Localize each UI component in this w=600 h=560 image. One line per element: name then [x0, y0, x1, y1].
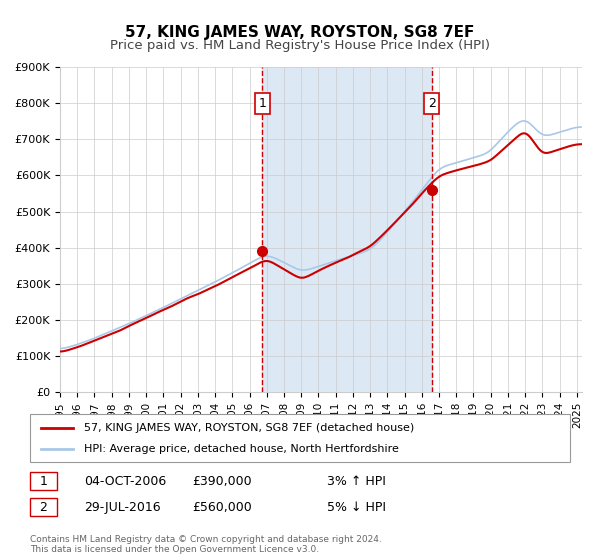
Text: 1: 1 [259, 97, 266, 110]
Text: 57, KING JAMES WAY, ROYSTON, SG8 7EF: 57, KING JAMES WAY, ROYSTON, SG8 7EF [125, 25, 475, 40]
FancyBboxPatch shape [30, 498, 57, 516]
Text: Contains HM Land Registry data © Crown copyright and database right 2024.
This d: Contains HM Land Registry data © Crown c… [30, 535, 382, 554]
FancyBboxPatch shape [30, 414, 570, 462]
Bar [262, 67, 432, 392]
Text: £560,000: £560,000 [192, 501, 252, 514]
Text: 2: 2 [428, 97, 436, 110]
Text: 29-JUL-2016: 29-JUL-2016 [84, 501, 161, 514]
Text: 5% ↓ HPI: 5% ↓ HPI [327, 501, 386, 514]
Text: Price paid vs. HM Land Registry's House Price Index (HPI): Price paid vs. HM Land Registry's House … [110, 39, 490, 52]
Text: 3% ↑ HPI: 3% ↑ HPI [327, 475, 386, 488]
Text: £390,000: £390,000 [192, 475, 251, 488]
Text: 2: 2 [40, 501, 47, 514]
Text: 04-OCT-2006: 04-OCT-2006 [84, 475, 166, 488]
Text: HPI: Average price, detached house, North Hertfordshire: HPI: Average price, detached house, Nort… [84, 444, 399, 454]
Text: 57, KING JAMES WAY, ROYSTON, SG8 7EF (detached house): 57, KING JAMES WAY, ROYSTON, SG8 7EF (de… [84, 423, 414, 433]
FancyBboxPatch shape [30, 473, 57, 490]
Text: 1: 1 [40, 475, 47, 488]
